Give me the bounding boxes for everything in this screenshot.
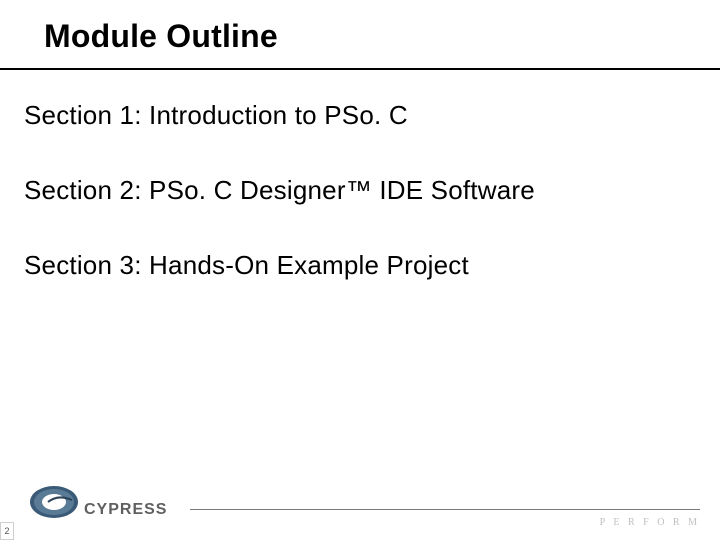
page-number-box: 2 [0, 522, 14, 540]
section-3: Section 3: Hands-On Example Project [24, 250, 696, 281]
title-underline [0, 68, 720, 70]
cypress-logo: CYPRESS [28, 482, 178, 530]
page-number: 2 [4, 526, 9, 536]
footer: 2 CYPRESS P E R F O R M [0, 474, 720, 540]
footer-rule [190, 509, 700, 510]
svg-text:CYPRESS: CYPRESS [84, 501, 167, 518]
section-1: Section 1: Introduction to PSo. C [24, 100, 696, 131]
slide-title: Module Outline [44, 18, 720, 55]
section-2: Section 2: PSo. C Designer™ IDE Software [24, 175, 696, 206]
title-area: Module Outline [0, 0, 720, 55]
content-area: Section 1: Introduction to PSo. C Sectio… [24, 100, 696, 325]
slide: Module Outline Section 1: Introduction t… [0, 0, 720, 540]
perform-text: P E R F O R M [600, 517, 700, 528]
